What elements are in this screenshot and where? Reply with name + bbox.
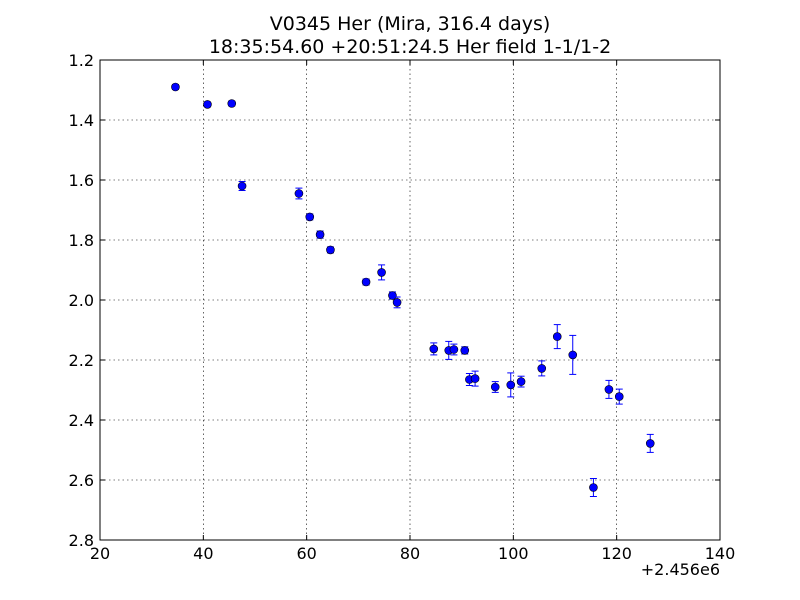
y-tick-label: 1.4	[69, 111, 94, 130]
data-marker	[305, 212, 315, 222]
data-marker	[614, 392, 624, 401]
data-marker	[537, 364, 547, 373]
data-point	[552, 324, 562, 350]
data-marker	[589, 483, 598, 492]
data-marker	[516, 377, 526, 386]
x-offset-label: +2.456e6	[641, 560, 720, 579]
data-point	[237, 181, 247, 191]
y-tick-label: 2.4	[69, 411, 94, 430]
x-tick-label: 80	[400, 544, 420, 563]
data-marker	[361, 277, 371, 287]
data-marker	[315, 230, 325, 239]
data-point	[568, 334, 578, 375]
data-points	[171, 82, 655, 497]
data-marker	[237, 181, 247, 191]
data-marker	[449, 345, 459, 354]
data-point	[449, 343, 459, 356]
data-point	[326, 245, 335, 255]
data-point	[203, 100, 212, 109]
y-tick-label: 1.8	[69, 231, 94, 250]
chart-title: V0345 Her (Mira, 316.4 days)	[270, 13, 551, 35]
data-point	[490, 381, 500, 393]
data-point	[392, 296, 402, 309]
data-point	[377, 264, 386, 281]
data-point	[470, 370, 480, 387]
data-marker	[171, 82, 180, 92]
data-marker	[604, 385, 614, 394]
x-tick-label: 140	[705, 544, 736, 563]
data-point	[315, 230, 325, 239]
data-point	[227, 99, 237, 108]
data-point	[429, 342, 439, 356]
data-marker	[377, 268, 386, 277]
x-tick-label: 40	[193, 544, 213, 563]
axis-ticks: 20 40 60 80 100 120 140 1.2 1.4 1.6 1.8 2.0 2.2 2.4 2.…	[69, 51, 736, 563]
data-point	[516, 375, 526, 388]
data-point	[537, 360, 547, 377]
y-tick-label: 2.0	[69, 291, 94, 310]
data-marker	[645, 439, 655, 448]
plot-frame	[99, 59, 721, 541]
data-marker	[429, 344, 439, 354]
data-point	[604, 379, 614, 399]
data-point	[506, 372, 516, 398]
data-point	[171, 82, 180, 92]
data-marker	[326, 245, 335, 255]
y-tick-label: 1.2	[69, 51, 94, 70]
data-marker	[552, 332, 562, 341]
y-tick-label: 1.6	[69, 171, 94, 190]
y-tick-label: 2.6	[69, 471, 94, 490]
data-point	[388, 291, 397, 300]
y-tick-label: 2.2	[69, 351, 94, 370]
y-tick-label: 2.8	[69, 531, 94, 550]
data-marker	[294, 189, 304, 198]
chart-subtitle: 18:35:54.60 +20:51:24.5 Her field 1-1/1-…	[209, 36, 611, 58]
data-point	[645, 433, 655, 453]
grid-lines	[100, 60, 720, 540]
x-tick-label: 60	[296, 544, 316, 563]
data-marker	[227, 99, 237, 108]
data-marker	[490, 382, 500, 392]
x-tick-label: 120	[601, 544, 632, 563]
data-point	[294, 187, 304, 200]
data-marker	[388, 291, 397, 300]
data-point	[361, 277, 371, 287]
x-tick-label: 100	[498, 544, 529, 563]
data-marker	[460, 346, 470, 355]
data-point	[460, 346, 470, 355]
x-tick-label: 20	[90, 544, 110, 563]
data-marker	[506, 380, 516, 390]
data-marker	[470, 374, 480, 383]
data-marker	[392, 298, 402, 307]
data-point	[589, 478, 598, 497]
data-point	[614, 388, 624, 405]
data-marker	[203, 100, 212, 109]
data-point	[305, 212, 315, 222]
data-marker	[568, 350, 578, 360]
